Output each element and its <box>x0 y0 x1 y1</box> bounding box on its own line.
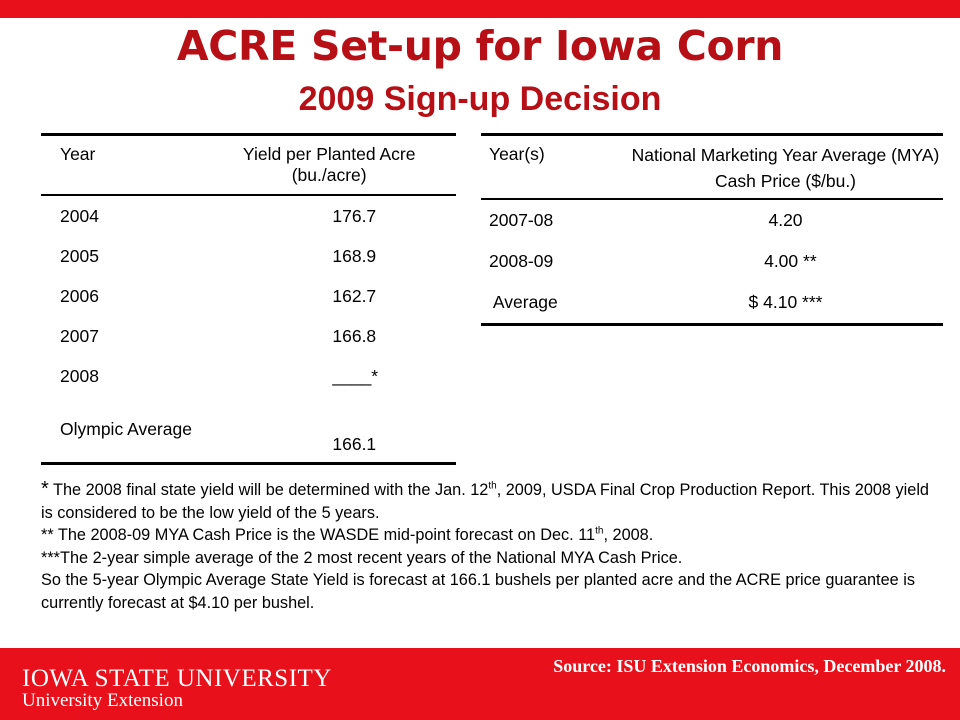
year-cell: 2004 <box>60 205 99 226</box>
price-cell: 4.00 ** <box>754 251 817 271</box>
footnote-1-sup: th <box>488 480 497 492</box>
footnote-star: * <box>41 478 49 500</box>
table-row: 2005 168.9 <box>41 236 456 276</box>
footnote-2-text: ** The 2008-09 MYA Cash Price is the WAS… <box>41 526 596 544</box>
slide-title: ACRE Set-up for Iowa Corn <box>176 22 784 70</box>
yield-cell: 168.9 <box>332 245 377 266</box>
extension-label: University Extension <box>22 690 183 711</box>
average-price: $ 4.10 *** <box>628 282 943 326</box>
slide-subtitle: 2009 Sign-up Decision <box>298 80 662 118</box>
year-cell: 2007 <box>60 325 99 346</box>
footnote-1-text: The 2008 final state yield will be deter… <box>48 481 489 499</box>
average-label: Average <box>481 282 628 326</box>
year-cell: 2008 <box>60 365 99 386</box>
yield-cell: ____* <box>332 365 379 386</box>
price-cell: 4.20 <box>768 210 803 230</box>
footnote-2-text-end: , 2008. <box>603 526 654 544</box>
top-accent-bar <box>0 0 960 18</box>
average-row: Average $ 4.10 *** <box>481 282 943 326</box>
yield-cell: 176.7 <box>332 205 377 226</box>
footnote-1: * The 2008 final state yield will be det… <box>41 478 941 524</box>
price-table: Year(s) National Marketing Year Average … <box>481 133 943 326</box>
footnote-3: ***The 2-year simple average of the 2 mo… <box>41 548 683 567</box>
col-price-header: National Marketing Year Average (MYA) Ca… <box>631 145 940 191</box>
col-yield-header: Yield per Planted Acre (bu./acre) <box>242 144 416 185</box>
table-row: 2004 176.7 <box>41 195 456 236</box>
year-range-cell: 2008-09 <box>489 251 554 271</box>
footnotes: * The 2008 final state yield will be det… <box>41 478 941 614</box>
olympic-average-value: 166.1 <box>202 396 456 465</box>
table-row: 2007 166.8 <box>41 316 456 356</box>
table-row: 2008 ____* <box>41 356 456 396</box>
year-cell: 2006 <box>60 285 99 306</box>
source-credit: Source: ISU Extension Economics, Decembe… <box>553 656 946 676</box>
col-years-header: Year(s) <box>489 144 545 164</box>
col-year-header: Year <box>60 144 96 164</box>
price-table-header: Year(s) National Marketing Year Average … <box>481 134 943 199</box>
footnote-2-sup: th <box>595 525 604 537</box>
yield-cell: 166.8 <box>332 325 377 346</box>
yield-cell: 162.7 <box>332 285 377 306</box>
table-row: 2006 162.7 <box>41 276 456 316</box>
yield-table-header: Year Yield per Planted Acre (bu./acre) <box>41 134 456 195</box>
olympic-average-label: Olympic Average <box>41 396 203 465</box>
table-row: 2007-08 4.20 <box>481 199 943 241</box>
year-range-cell: 2007-08 <box>489 210 554 230</box>
yield-table: Year Yield per Planted Acre (bu./acre) 2… <box>41 133 456 465</box>
university-logo: IOWA STATE UNIVERSITY <box>22 665 332 692</box>
olympic-average-row: Olympic Average 166.1 <box>41 396 456 465</box>
year-cell: 2005 <box>60 245 99 266</box>
table-row: 2008-09 4.00 ** <box>481 241 943 282</box>
footnote-2: ** The 2008-09 MYA Cash Price is the WAS… <box>41 524 941 547</box>
footnote-1-text-end: , 2009, USDA Final Crop Production Repor… <box>41 481 929 522</box>
summary-note: So the 5-year Olympic Average State Yiel… <box>41 571 915 612</box>
footer-bar: IOWA STATE UNIVERSITY University Extensi… <box>0 648 960 720</box>
